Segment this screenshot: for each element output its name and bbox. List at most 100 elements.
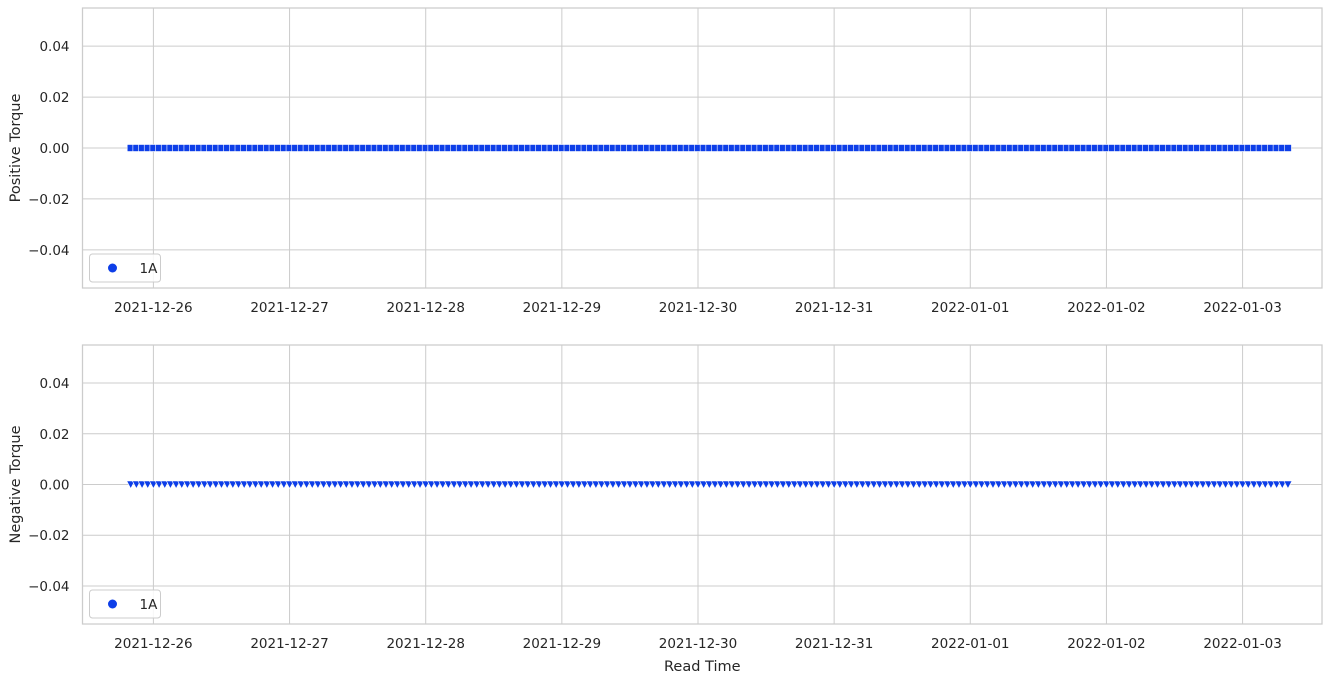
legend-box xyxy=(89,253,161,283)
y-tick-label: 0.02 xyxy=(39,427,69,443)
legend-label: 1A xyxy=(140,261,159,277)
chart-panel-1: 2021-12-26 2021-12-27 2021-12-28 2021-12-29… xyxy=(8,7,1323,316)
data-point xyxy=(892,480,902,490)
data-point xyxy=(591,480,601,490)
data-point xyxy=(472,480,482,490)
data-point xyxy=(636,480,646,490)
data-point xyxy=(358,480,368,490)
data-point xyxy=(438,480,448,490)
x-tick-label: 2022-01-02 xyxy=(1067,300,1145,316)
data-point xyxy=(330,480,340,490)
data-point xyxy=(375,480,385,490)
axes-frame xyxy=(81,7,1323,289)
data-point xyxy=(1284,144,1292,152)
data-point xyxy=(313,480,323,490)
data-point xyxy=(432,480,442,490)
x-tick-label: 2021-12-29 xyxy=(523,636,601,652)
data-point xyxy=(744,480,754,490)
data-point xyxy=(1033,480,1043,490)
data-point xyxy=(670,480,680,490)
data-point xyxy=(642,480,652,490)
data-point xyxy=(1175,480,1185,490)
data-point xyxy=(1118,480,1128,490)
x-tick-label: 2021-12-27 xyxy=(250,636,328,652)
data-point xyxy=(546,480,556,490)
data-point xyxy=(1226,480,1236,490)
data-point xyxy=(1113,480,1123,490)
data-point xyxy=(222,480,232,490)
data-point xyxy=(608,480,618,490)
data-point xyxy=(415,480,425,490)
data-point xyxy=(943,480,953,490)
data-point xyxy=(199,480,209,490)
data-point xyxy=(228,480,238,490)
data-point xyxy=(557,480,567,490)
data-point xyxy=(1283,480,1293,490)
data-point xyxy=(914,480,924,490)
data-point xyxy=(126,480,136,490)
data-point xyxy=(398,480,408,490)
data-point xyxy=(835,480,845,490)
data-point xyxy=(1084,480,1094,490)
data-point xyxy=(534,480,544,490)
data-point xyxy=(880,480,890,490)
data-point xyxy=(347,480,357,490)
data-point xyxy=(1005,480,1015,490)
legend-marker xyxy=(108,599,117,609)
data-point xyxy=(1209,480,1219,490)
data-point xyxy=(704,480,714,490)
data-point xyxy=(216,480,226,490)
x-tick-label: 2021-12-30 xyxy=(659,636,737,652)
x-tick-label: 2021-12-30 xyxy=(659,300,737,316)
data-point xyxy=(710,480,720,490)
data-point xyxy=(296,480,306,490)
data-point xyxy=(1073,480,1083,490)
data-point xyxy=(194,480,204,490)
data-point xyxy=(477,480,487,490)
data-point xyxy=(148,480,158,490)
data-point xyxy=(1016,480,1026,490)
x-tick-label: 2021-12-31 xyxy=(795,300,873,316)
data-point xyxy=(1221,480,1231,490)
data-point xyxy=(772,480,782,490)
data-point xyxy=(909,480,919,490)
data-point xyxy=(852,480,862,490)
data-point xyxy=(875,480,885,490)
axes-frame xyxy=(81,344,1323,625)
data-point xyxy=(392,480,402,490)
data-point xyxy=(302,480,312,490)
data-point xyxy=(511,480,521,490)
data-point xyxy=(1096,480,1106,490)
data-point xyxy=(574,480,584,490)
data-point xyxy=(931,480,941,490)
data-point xyxy=(494,480,504,490)
y-tick-label: −0.02 xyxy=(28,192,69,208)
x-tick-label: 2022-01-01 xyxy=(931,636,1009,652)
data-point xyxy=(1204,480,1214,490)
data-point xyxy=(460,480,470,490)
data-point xyxy=(1056,480,1066,490)
data-point xyxy=(750,480,760,490)
series-1A xyxy=(126,480,1293,490)
legend-label: 1A xyxy=(140,597,159,613)
y-tick-label: 0.00 xyxy=(39,141,69,157)
data-point xyxy=(988,480,998,490)
data-point xyxy=(806,480,816,490)
y-tick-label: 0.02 xyxy=(39,90,69,106)
data-point xyxy=(443,480,453,490)
data-point xyxy=(971,480,981,490)
data-point xyxy=(131,480,141,490)
data-point xyxy=(761,480,771,490)
data-point xyxy=(812,480,822,490)
legend-box xyxy=(89,589,161,619)
x-tick-label: 2021-12-29 xyxy=(523,300,601,316)
data-point xyxy=(795,480,805,490)
data-point xyxy=(307,480,317,490)
data-point xyxy=(1022,480,1032,490)
data-point xyxy=(517,480,527,490)
data-point xyxy=(1158,480,1168,490)
x-tick-label: 2021-12-27 xyxy=(250,300,328,316)
data-point xyxy=(693,480,703,490)
data-point xyxy=(631,480,641,490)
data-point xyxy=(165,480,175,490)
